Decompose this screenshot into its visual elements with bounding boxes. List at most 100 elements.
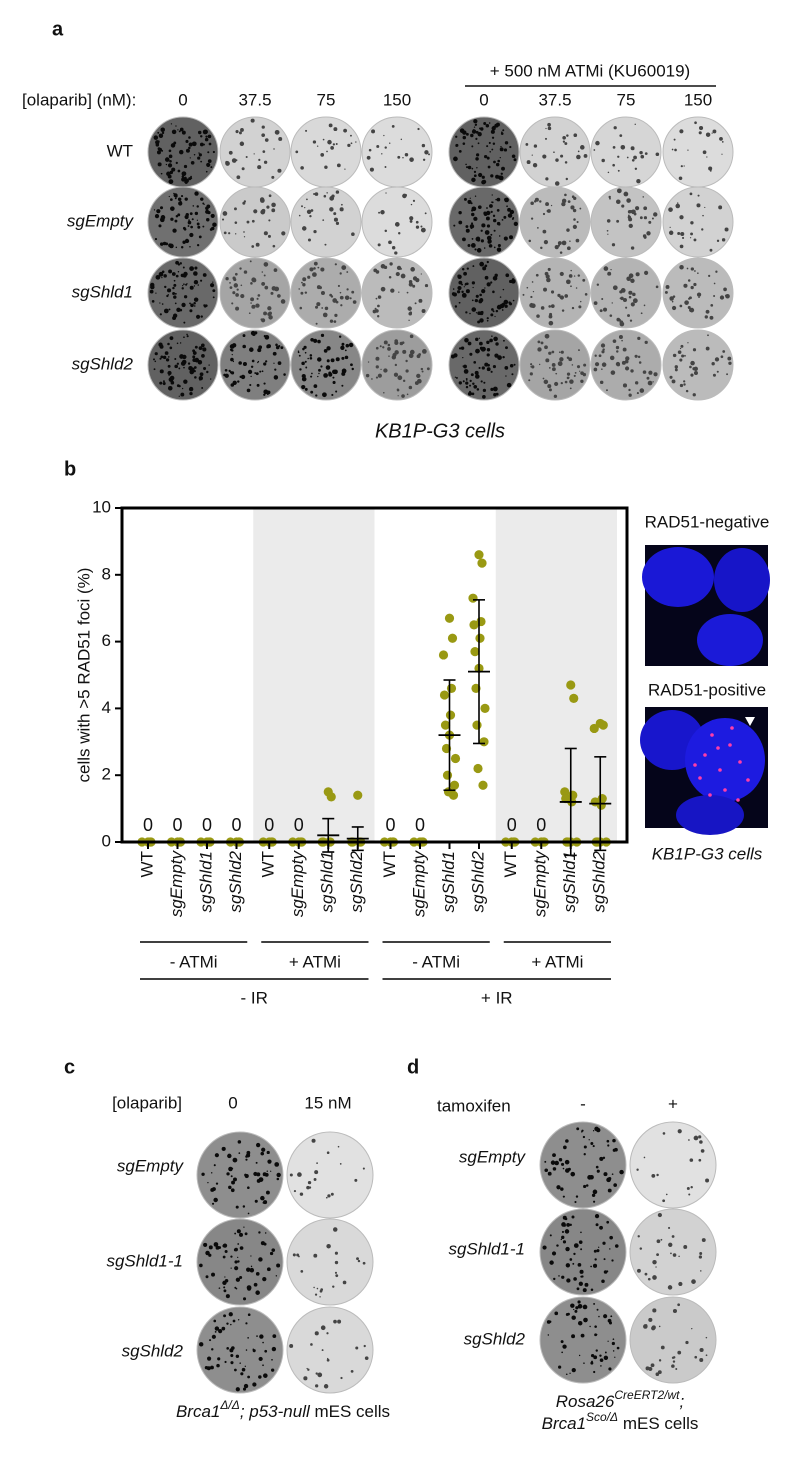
colony [326, 1358, 330, 1362]
colony [564, 193, 567, 197]
colony [650, 1363, 655, 1368]
colony [705, 1354, 708, 1357]
colony [456, 290, 461, 294]
caption-part: mES cells [310, 1402, 390, 1421]
colony [243, 231, 245, 233]
colony [469, 224, 475, 229]
colony [652, 1275, 657, 1280]
colony [490, 129, 495, 134]
colony [224, 1360, 227, 1364]
plate [539, 1296, 627, 1384]
condition-label: - IR [241, 988, 268, 1007]
colony [704, 206, 706, 209]
colony [263, 362, 267, 366]
colony [367, 361, 370, 363]
colony [375, 365, 379, 369]
colony [316, 1162, 318, 1165]
colony [193, 297, 199, 302]
colony [189, 212, 193, 216]
colony [224, 1278, 229, 1283]
colony [280, 299, 286, 304]
colony [609, 314, 613, 317]
colony [191, 141, 197, 147]
colony [560, 381, 563, 385]
colony [167, 356, 170, 358]
colony [679, 215, 684, 220]
colony [320, 1288, 324, 1291]
colony [352, 300, 357, 304]
colony [175, 125, 177, 127]
colony [184, 238, 190, 244]
colony [315, 1384, 319, 1388]
colony [602, 1156, 606, 1160]
colony [699, 1252, 703, 1255]
plate [539, 1121, 627, 1209]
colony [344, 355, 349, 360]
colony [237, 1256, 239, 1258]
colony [637, 355, 641, 359]
colony [627, 314, 631, 318]
colony [226, 1322, 229, 1325]
colony [458, 381, 462, 385]
colony [202, 273, 207, 277]
colony [462, 132, 465, 135]
colony [261, 133, 266, 137]
data-point [353, 790, 363, 800]
colony [554, 381, 559, 387]
colony [271, 1346, 277, 1352]
colony [480, 127, 484, 131]
colony [577, 274, 581, 277]
colony [492, 386, 498, 392]
colony [612, 1138, 616, 1143]
colony [709, 248, 713, 252]
colony [207, 159, 212, 163]
colony [203, 203, 205, 206]
colony [475, 130, 479, 134]
colony [362, 1261, 366, 1265]
colony [179, 308, 183, 312]
colony [315, 305, 319, 309]
colony [580, 145, 585, 150]
colony [161, 270, 165, 274]
x-tick-label: sgShld1 [439, 851, 458, 912]
colony [684, 300, 689, 305]
colony [544, 345, 548, 350]
colony [326, 1332, 329, 1335]
colony [698, 1135, 702, 1139]
colony [639, 216, 643, 220]
colony [301, 226, 307, 231]
colony [480, 380, 483, 383]
colony [568, 357, 573, 362]
colony [475, 123, 478, 125]
colony [234, 207, 237, 211]
colony [620, 296, 624, 301]
colony [243, 1297, 247, 1301]
colony [339, 207, 344, 212]
colony [525, 143, 529, 146]
colony [547, 209, 551, 213]
colony [263, 382, 266, 385]
colony [611, 243, 616, 247]
colony [596, 283, 600, 286]
colony [341, 384, 344, 387]
colony [398, 232, 401, 235]
colony [159, 369, 164, 374]
colony [457, 274, 462, 279]
colony [387, 347, 391, 351]
colony [247, 369, 253, 375]
colony [275, 345, 280, 350]
plate [290, 186, 362, 258]
colony [463, 197, 467, 201]
colony [497, 355, 502, 360]
colony [402, 379, 406, 383]
data-point [596, 800, 606, 810]
colony [201, 387, 204, 389]
colony [375, 297, 378, 300]
colony [595, 140, 600, 146]
colony [528, 239, 532, 243]
colony [252, 1349, 256, 1353]
colony [583, 1145, 587, 1149]
colony [200, 315, 203, 318]
colony [561, 309, 565, 312]
colony [334, 263, 337, 266]
